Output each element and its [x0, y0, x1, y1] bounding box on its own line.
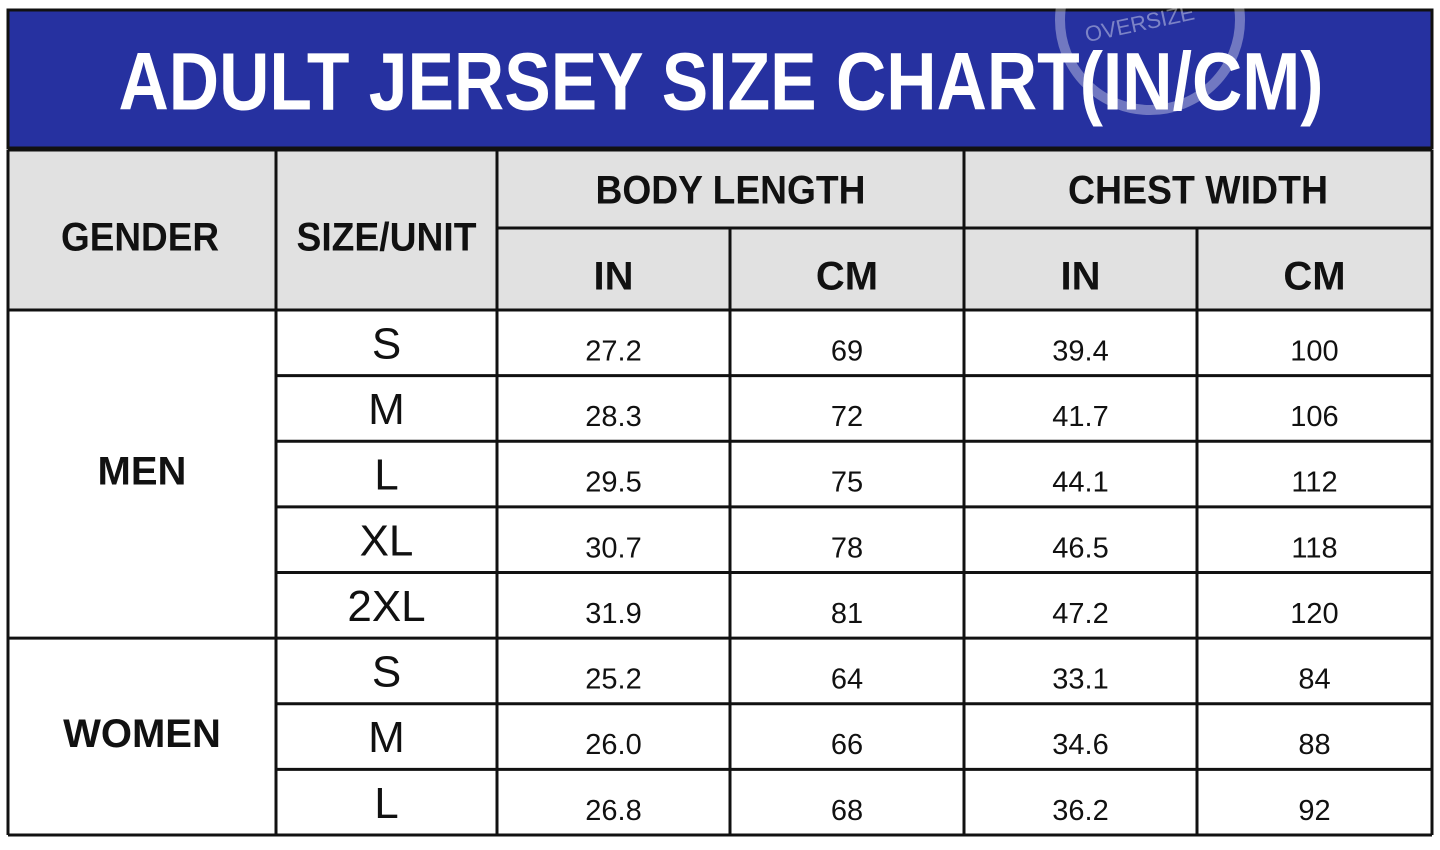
size-cell: L	[374, 451, 398, 500]
value-cell: 29.5	[585, 467, 641, 499]
value-cell: 28.3	[585, 401, 641, 433]
size-cell: S	[372, 319, 401, 368]
header-cell: SIZE/UNIT	[297, 216, 477, 260]
value-cell: 26.8	[585, 795, 641, 827]
gender-cell: MEN	[98, 450, 187, 494]
value-cell: 33.1	[1052, 664, 1108, 696]
value-cell: 75	[831, 467, 863, 499]
size-cell: M	[368, 713, 405, 762]
value-cell: 68	[831, 795, 863, 827]
header-bg	[8, 150, 1432, 310]
header-unit: CM	[1283, 255, 1345, 299]
title: ADULT JERSEY SIZE CHART(IN/CM)	[119, 37, 1324, 128]
value-cell: 44.1	[1052, 467, 1108, 499]
value-cell: 39.4	[1052, 335, 1108, 367]
value-cell: 27.2	[585, 335, 641, 367]
value-cell: 92	[1298, 795, 1330, 827]
value-cell: 118	[1291, 532, 1337, 564]
header-unit: IN	[1061, 255, 1101, 299]
value-cell: 120	[1290, 598, 1338, 630]
header-unit: CM	[816, 255, 878, 299]
size-cell: S	[372, 648, 401, 697]
header-group: BODY LENGTH	[596, 169, 866, 213]
value-cell: 106	[1290, 401, 1338, 433]
value-cell: 34.6	[1052, 729, 1108, 761]
value-cell: 36.2	[1052, 795, 1108, 827]
size-cell: L	[374, 779, 398, 828]
value-cell: 112	[1291, 467, 1337, 499]
value-cell: 66	[831, 729, 863, 761]
value-cell: 26.0	[585, 729, 641, 761]
value-cell: 72	[831, 401, 863, 433]
value-cell: 69	[831, 335, 863, 367]
value-cell: 78	[831, 532, 863, 564]
title-banner	[6, 8, 1434, 150]
value-cell: 88	[1298, 729, 1330, 761]
value-cell: 25.2	[585, 664, 641, 696]
size-cell: 2XL	[347, 582, 425, 631]
value-cell: 47.2	[1052, 598, 1108, 630]
value-cell: 100	[1290, 335, 1338, 367]
value-cell: 46.5	[1052, 532, 1108, 564]
value-cell: 64	[831, 664, 863, 696]
size-cell: M	[368, 385, 405, 434]
value-cell: 41.7	[1052, 401, 1108, 433]
header-unit: IN	[594, 255, 634, 299]
watermark-ring	[1055, 0, 1245, 115]
value-cell: 31.9	[585, 598, 641, 630]
size-cell: XL	[360, 516, 414, 565]
table: GENDER SIZE/UNIT BODY LENGTH CHEST WIDTH IN C…	[6, 148, 1434, 837]
value-cell: 81	[831, 598, 863, 630]
value-cell: 84	[1298, 664, 1330, 696]
value-cell: 30.7	[585, 532, 641, 564]
gender-cell: WOMEN	[63, 712, 221, 756]
header-group: CHEST WIDTH	[1068, 169, 1328, 213]
header-cell: GENDER	[61, 216, 219, 260]
